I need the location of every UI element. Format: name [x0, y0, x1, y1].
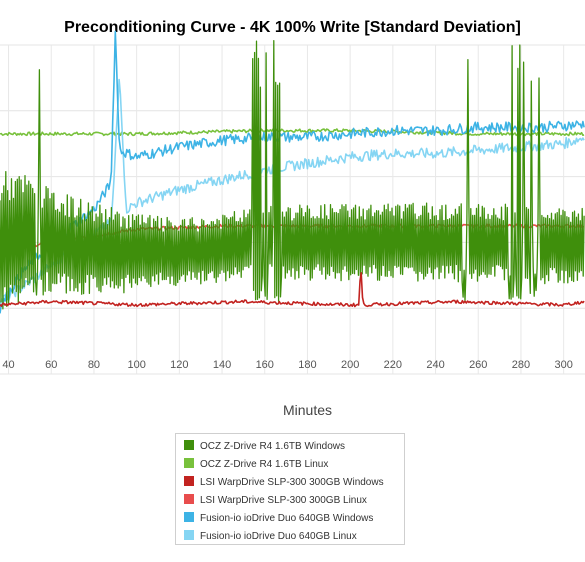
- x-tick-label: 260: [469, 359, 487, 371]
- legend-swatch: [184, 512, 194, 522]
- legend-item: Fusion-io ioDrive Duo 640GB Linux: [184, 528, 404, 546]
- legend-swatch: [184, 440, 194, 450]
- x-tick-label: 240: [426, 359, 444, 371]
- x-tick-label: 280: [512, 359, 530, 371]
- legend-label: LSI WarpDrive SLP-300 300GB Linux: [200, 495, 367, 506]
- legend-swatch: [184, 530, 194, 540]
- legend-item: LSI WarpDrive SLP-300 300GB Linux: [184, 492, 404, 510]
- x-tick-label: 220: [384, 359, 402, 371]
- legend-label: OCZ Z-Drive R4 1.6TB Linux: [200, 459, 329, 470]
- x-tick-label: 60: [45, 359, 57, 371]
- legend-swatch: [184, 494, 194, 504]
- series-line-2: [0, 272, 585, 308]
- x-tick-label: 300: [554, 359, 572, 371]
- legend-label: LSI WarpDrive SLP-300 300GB Windows: [200, 477, 384, 488]
- legend-swatch: [184, 458, 194, 468]
- x-tick-label: 100: [127, 359, 145, 371]
- legend-item: LSI WarpDrive SLP-300 300GB Windows: [184, 474, 404, 492]
- x-tick-label: 120: [170, 359, 188, 371]
- x-tick-labels: 40 60 80 100 120 140 160 180 200 220 240 260 280 300: [2, 359, 572, 371]
- series-lines: [0, 30, 585, 314]
- x-tick-label: 200: [341, 359, 359, 371]
- chart-title: Preconditioning Curve - 4K 100% Write [S…: [64, 19, 521, 36]
- legend-label: OCZ Z-Drive R4 1.6TB Windows: [200, 441, 346, 452]
- series-line-1: [0, 128, 585, 137]
- legend-item: OCZ Z-Drive R4 1.6TB Linux: [184, 456, 404, 474]
- x-tick-label: 180: [298, 359, 316, 371]
- legend-label: Fusion-io ioDrive Duo 640GB Windows: [200, 513, 374, 524]
- series-line-4: [0, 30, 585, 314]
- x-tick-label: 80: [88, 359, 100, 371]
- x-axis-label: Minutes: [282, 402, 333, 418]
- chart-plot: 40 60 80 100 120 140 160 180 200 220 240 260 280 300: [0, 30, 585, 375]
- legend-swatch: [184, 476, 194, 486]
- legend-item: OCZ Z-Drive R4 1.6TB Windows: [184, 438, 404, 456]
- x-tick-label: 40: [2, 359, 14, 371]
- legend-item: Fusion-io ioDrive Duo 640GB Windows: [184, 510, 404, 528]
- x-tick-label: 140: [213, 359, 231, 371]
- legend: OCZ Z-Drive R4 1.6TB Windows OCZ Z-Drive …: [175, 433, 405, 545]
- x-tick-label: 160: [256, 359, 274, 371]
- legend-label: Fusion-io ioDrive Duo 640GB Linux: [200, 531, 357, 542]
- series-line-0: [0, 40, 585, 310]
